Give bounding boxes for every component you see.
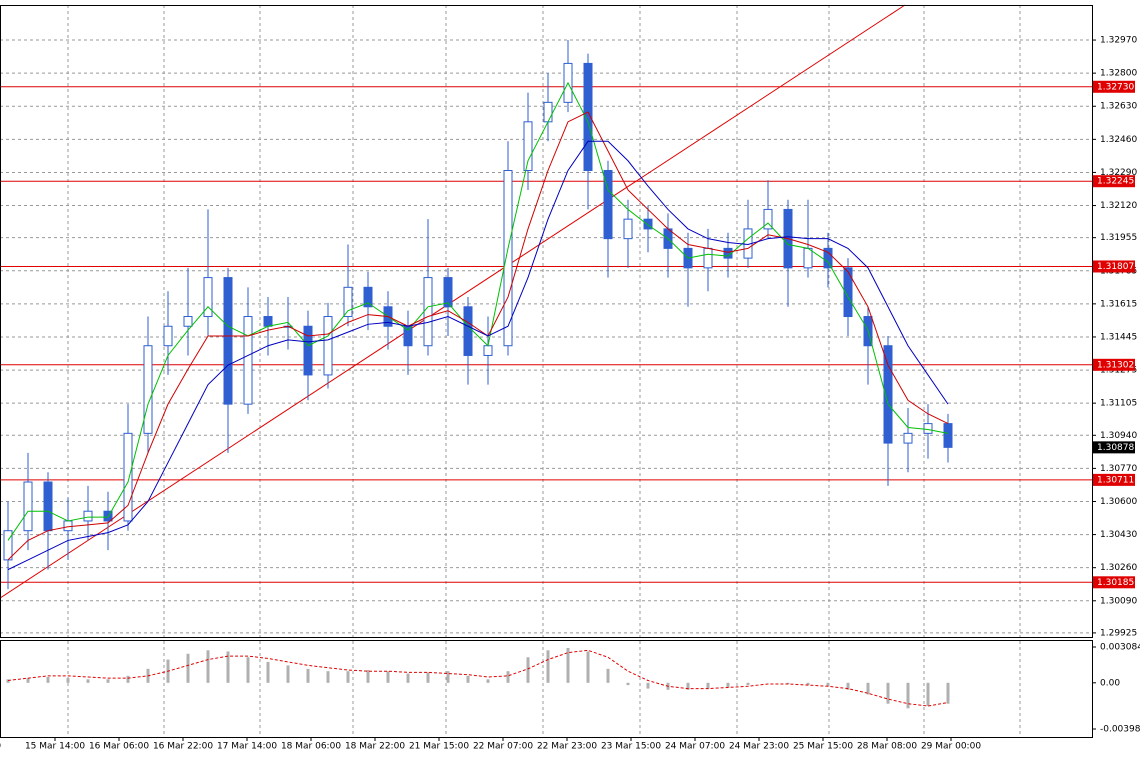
oscillator-frame <box>0 640 1093 738</box>
candle-body <box>3 530 13 561</box>
x-tick-label: 29 Mar 00:00 <box>921 742 981 752</box>
candle-body <box>123 432 133 522</box>
candle-body <box>443 277 453 308</box>
candle-body <box>423 277 433 347</box>
candle-body <box>203 277 213 318</box>
candle-body <box>323 316 333 376</box>
level-label: 1.30185 <box>1097 578 1134 588</box>
candle-body <box>303 325 313 376</box>
candle-body <box>823 247 833 269</box>
y-tick-label: 1.31615 <box>1100 299 1137 309</box>
candle-body <box>703 247 713 269</box>
x-tick-label: 22 Mar 07:00 <box>473 742 533 752</box>
y-tick-label: 1.32630 <box>1100 102 1137 112</box>
candle-body <box>243 316 253 405</box>
candle-body <box>63 520 73 532</box>
candle-body <box>23 481 33 532</box>
frame <box>0 5 1093 738</box>
y-tick-label: 1.32290 <box>1100 168 1137 178</box>
candle-body <box>463 306 473 356</box>
x-tick-label: 17 Mar 14:00 <box>217 742 277 752</box>
candle-body <box>143 345 153 434</box>
candle-body <box>883 345 893 444</box>
y-tick-label: -0.00398 <box>1100 725 1140 735</box>
level-label: 1.32730 <box>1097 82 1134 92</box>
signal-line <box>7 649 949 707</box>
candle-body <box>183 316 193 327</box>
y-tick-label: 1.31955 <box>1100 233 1137 243</box>
x-tick-label: 25 Mar 15:00 <box>793 742 853 752</box>
x-tick-label: 15 Mar 14:00 <box>25 742 85 752</box>
x-tick-label: 18 Mar 06:00 <box>281 742 341 752</box>
candle-body <box>583 62 593 171</box>
moving-average <box>7 111 949 561</box>
level-label: 1.32245 <box>1097 177 1134 187</box>
x-tick-label: 18 Mar 22:00 <box>345 742 405 752</box>
candle-body <box>763 208 773 230</box>
y-tick-label: 1.30940 <box>1100 431 1137 441</box>
candle-body <box>503 169 513 347</box>
y-tick-label: 1.32120 <box>1100 201 1137 211</box>
candle-body <box>803 247 813 269</box>
x-tick-label: 16 Mar 22:00 <box>153 742 213 752</box>
x-tick-label: 16 Mar 06:00 <box>89 742 149 752</box>
x-tick-label: 24 Mar 07:00 <box>665 742 725 752</box>
y-tick-label: 1.30770 <box>1100 464 1137 474</box>
candle-body <box>923 423 933 434</box>
candle-body <box>643 218 653 230</box>
candle-body <box>403 325 413 347</box>
candle-body <box>523 121 533 171</box>
candle-body <box>43 481 53 532</box>
level-label-box <box>1093 175 1135 188</box>
y-tick-label: 1.30600 <box>1100 497 1137 507</box>
level-label: 1.30711 <box>1097 475 1134 485</box>
candle-body <box>483 345 493 356</box>
candle-body <box>363 286 373 308</box>
y-tick-label: 1.30430 <box>1100 530 1137 540</box>
moving-average <box>7 140 949 571</box>
current-price-box <box>1093 441 1135 454</box>
y-tick-label: 1.32970 <box>1100 36 1137 46</box>
level-label-box <box>1093 358 1135 371</box>
x-tick-label: 21 Mar 15:00 <box>409 742 469 752</box>
candle-body <box>843 267 853 318</box>
main-frame <box>0 5 1093 638</box>
y-tick-label: 1.30090 <box>1100 596 1137 606</box>
level-label-box <box>1093 576 1135 589</box>
level-label-box <box>1093 260 1135 273</box>
vertical-grid <box>67 5 1021 737</box>
level-label: 1.31807 <box>1097 262 1134 272</box>
y-tick-label: 1.32460 <box>1100 135 1137 145</box>
candle-body <box>543 101 553 123</box>
y-tick-label: 0.00 <box>1100 678 1120 688</box>
candle-body <box>943 423 953 448</box>
candle-body <box>903 432 913 444</box>
y-tick-label: 1.32800 <box>1100 69 1137 79</box>
x-tick-label: 2:00 <box>0 742 1 752</box>
level-label: 1.31302 <box>1097 360 1134 370</box>
y-tick-label: 0.003084 <box>1100 642 1140 652</box>
current-price-label: 1.30878 <box>1097 443 1134 453</box>
candle-body <box>343 286 353 318</box>
candle-body <box>163 325 173 347</box>
candle-body <box>223 277 233 405</box>
y-tick-label: 1.31445 <box>1100 332 1137 342</box>
y-tick-label: 1.30260 <box>1100 563 1137 573</box>
x-tick-label: 28 Mar 08:00 <box>857 742 917 752</box>
candle-body <box>83 510 93 522</box>
y-tick-label: 1.31105 <box>1100 399 1137 409</box>
level-label-box <box>1093 473 1135 486</box>
moving-average <box>7 81 949 541</box>
y-tick-label: 1.29925 <box>1100 628 1137 638</box>
x-tick-label: 23 Mar 15:00 <box>601 742 661 752</box>
candle-body <box>603 169 613 240</box>
x-tick-label: 22 Mar 23:00 <box>537 742 597 752</box>
candle-body <box>623 218 633 240</box>
candle-body <box>263 316 273 327</box>
x-tick-label: 24 Mar 23:00 <box>729 742 789 752</box>
level-label-box <box>1093 80 1135 93</box>
